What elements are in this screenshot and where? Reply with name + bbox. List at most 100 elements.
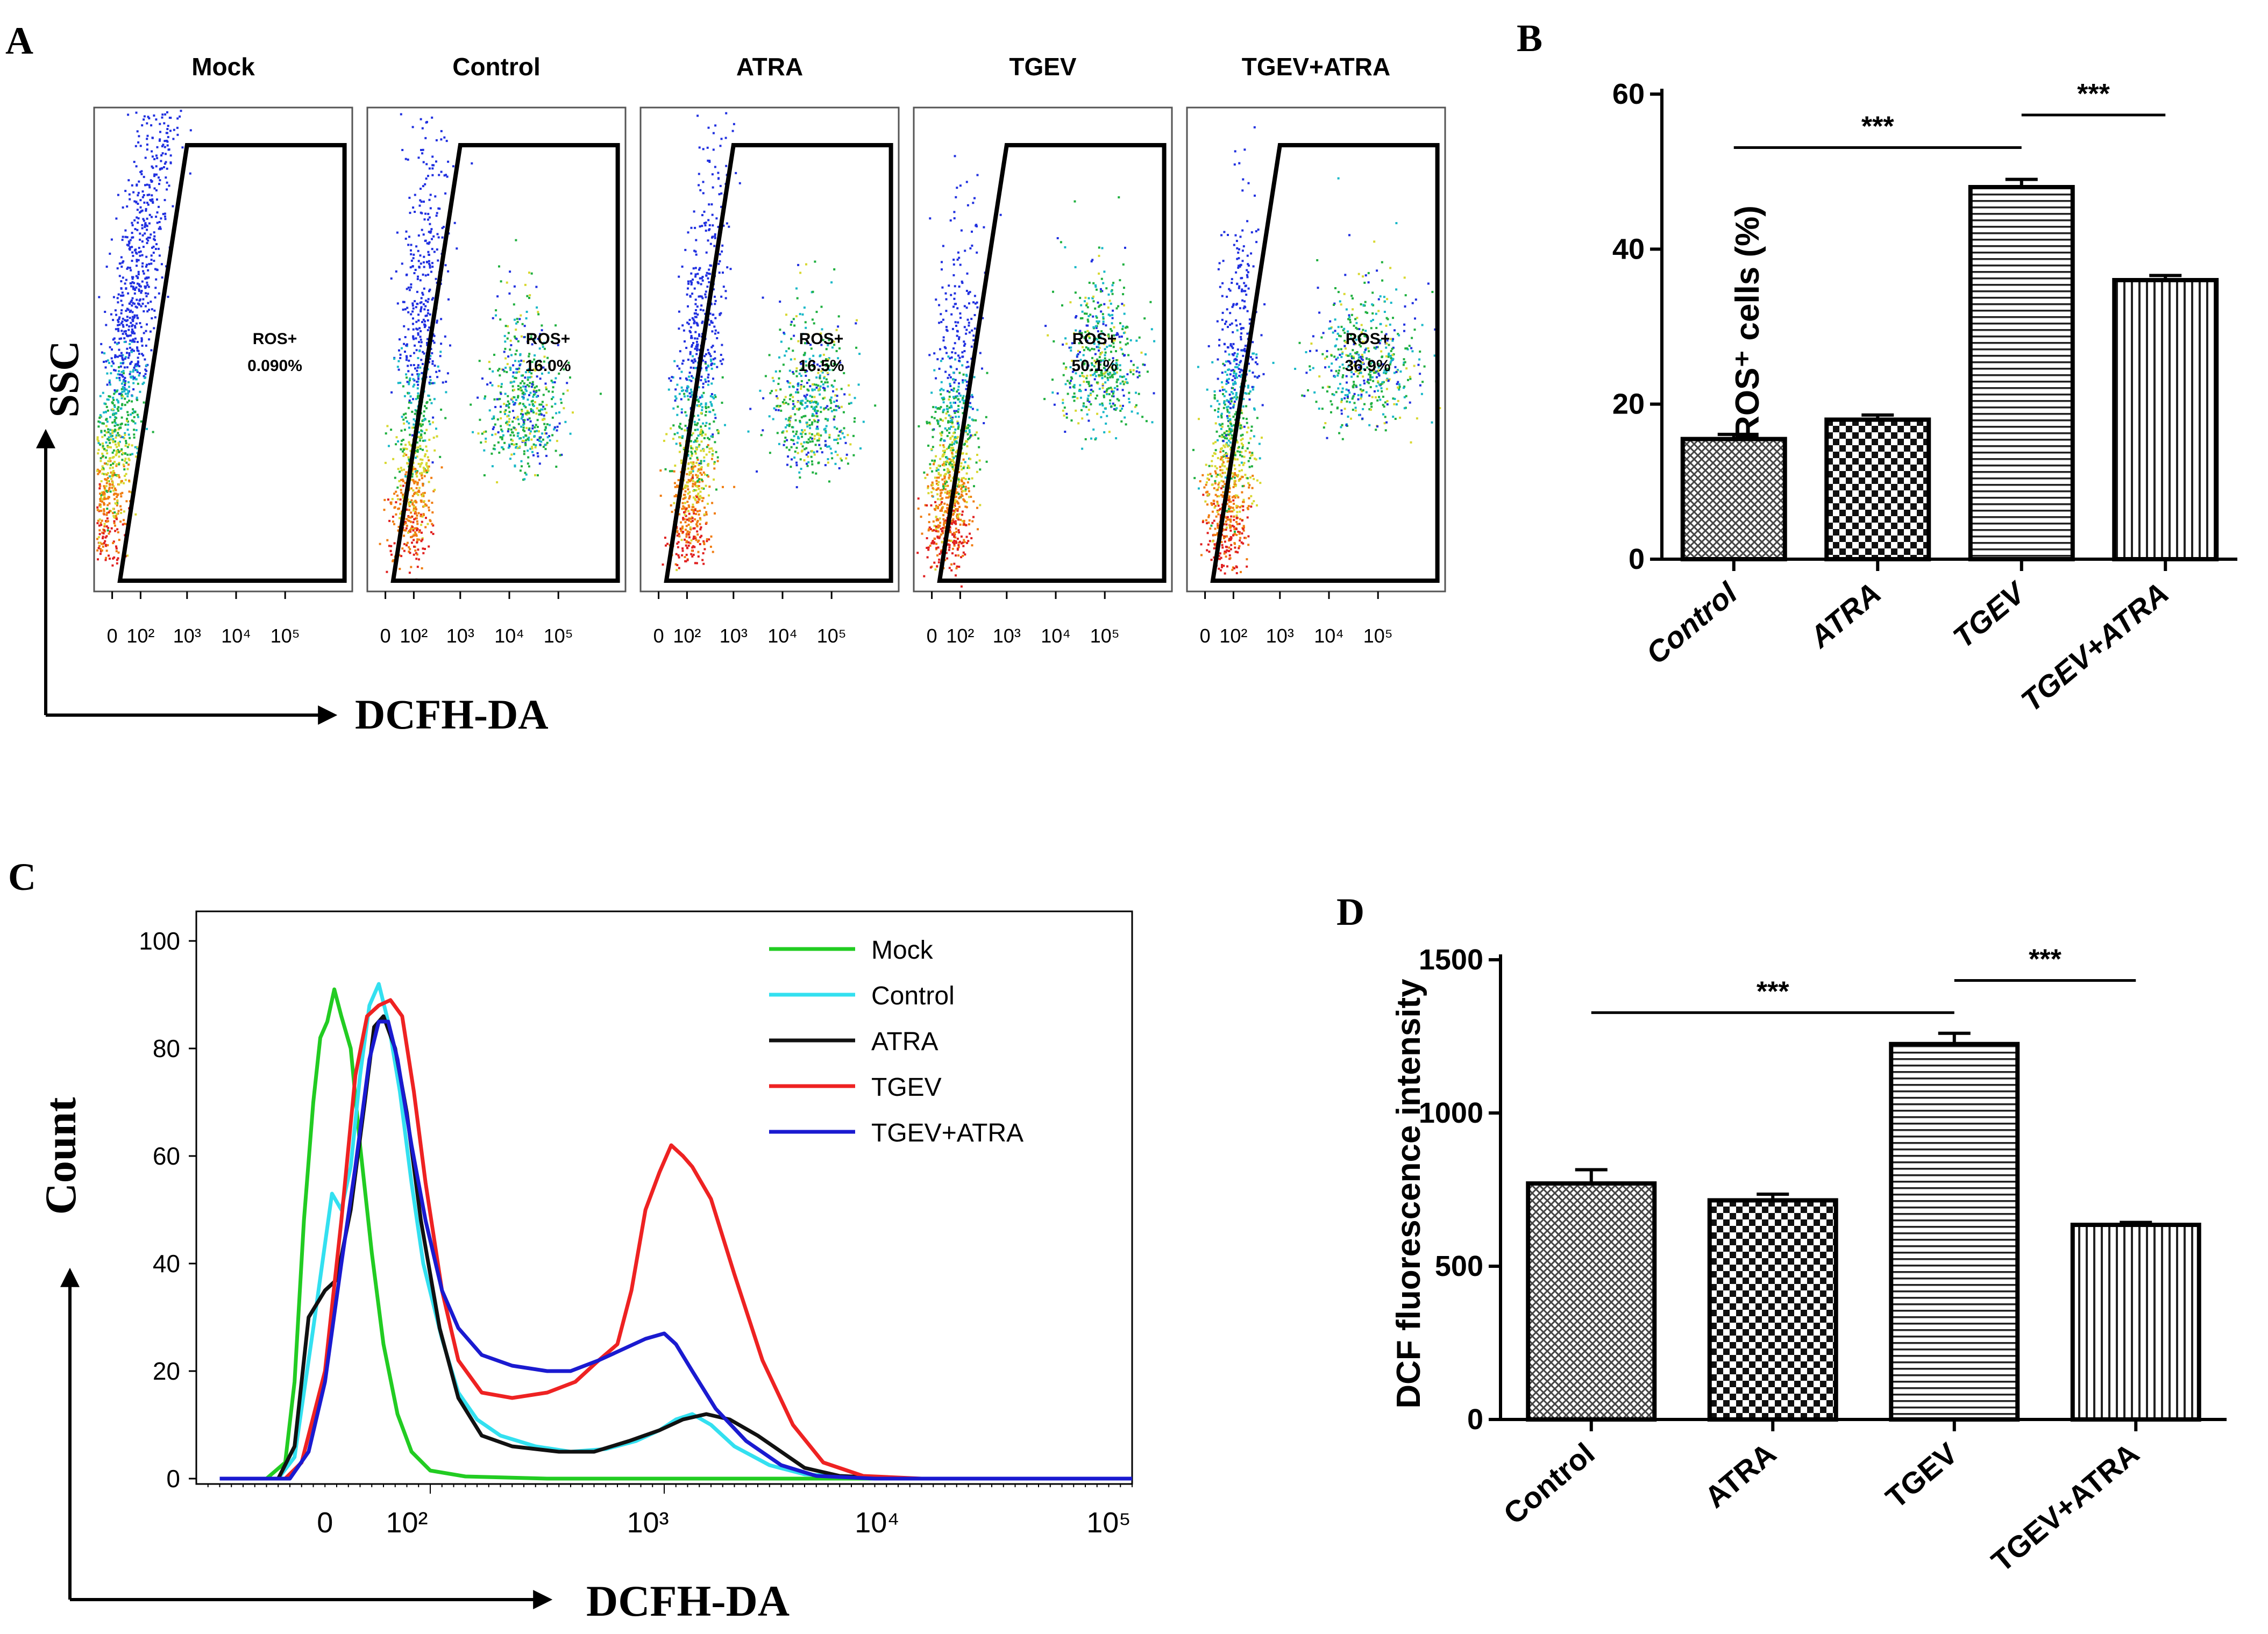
flow-dot (788, 398, 791, 401)
flow-dot (1135, 370, 1138, 373)
flow-dot (145, 344, 147, 347)
flow-dot (163, 146, 166, 148)
flow-dot (801, 431, 804, 433)
flow-dot (525, 439, 528, 441)
flow-dot (118, 318, 120, 320)
flow-dot (123, 372, 125, 375)
flow-dot (132, 378, 135, 381)
flow-dot (98, 529, 101, 532)
flow-dot (435, 160, 437, 163)
flow-dot (129, 437, 131, 439)
flow-dot (118, 539, 120, 541)
flow-dot (841, 459, 843, 462)
flow-dot (816, 402, 819, 405)
flow-dot (828, 433, 831, 436)
flow-dot (413, 383, 416, 386)
flow-dot (137, 194, 139, 197)
flow-dot (778, 443, 780, 445)
flow-dot (797, 263, 800, 266)
flow-dot (103, 529, 105, 532)
flow-dot (98, 471, 101, 474)
flow-dot (687, 305, 689, 308)
flow-dot (956, 334, 958, 337)
flow-dot (145, 295, 148, 297)
flow-dot (134, 326, 137, 329)
flow-dot (136, 341, 139, 343)
flow-dot (816, 415, 819, 418)
flow-dot (931, 530, 934, 532)
flow-dot (713, 245, 716, 247)
flow-dot (109, 530, 111, 533)
flow-dot (424, 137, 427, 139)
flow-dot (122, 325, 125, 328)
flow-dot (524, 376, 527, 379)
flow-dot (702, 422, 705, 425)
flow-dot (529, 294, 531, 297)
flow-dot (710, 458, 713, 460)
flow-dot (533, 358, 536, 361)
flow-dot (1104, 341, 1106, 344)
flow-dot (415, 487, 418, 489)
flow-dot (417, 319, 420, 322)
flow-dot (105, 556, 108, 559)
flow-dot (970, 496, 972, 498)
flow-dot (153, 327, 155, 330)
flow-dot (144, 287, 147, 289)
flow-dot (790, 323, 792, 326)
flow-dot (115, 412, 118, 415)
flow-dot (97, 473, 99, 475)
flow-dot (788, 420, 791, 423)
flow-dot (940, 439, 942, 441)
flow-dot (1106, 376, 1109, 379)
flow-dot (959, 317, 962, 319)
flow-dot (1073, 396, 1076, 398)
flow-dot (957, 544, 960, 546)
flow-dot (522, 440, 525, 443)
flow-dot (143, 332, 145, 334)
flow-dot (131, 277, 134, 280)
flow-dot (962, 379, 964, 382)
flow-dot (697, 414, 700, 417)
flow-dot (400, 113, 402, 116)
flow-dot (935, 547, 938, 550)
flow-dot (699, 490, 702, 493)
flow-dot (969, 291, 971, 294)
flow-dot (795, 391, 797, 394)
flow-dot (931, 541, 934, 544)
flow-dot (422, 261, 425, 263)
flow-dot (970, 358, 973, 360)
flow-dot (799, 272, 802, 274)
flow-dot (427, 218, 429, 221)
flow-dot (423, 513, 425, 516)
flow-dot (511, 439, 514, 442)
flow-dot (137, 416, 139, 418)
flow-dot (935, 548, 937, 551)
flow-dot (958, 497, 961, 500)
flow-dot (687, 504, 690, 507)
flow-dot (402, 494, 404, 496)
flow-dot (127, 390, 130, 393)
flow-dot (106, 452, 109, 455)
flow-dot (130, 491, 132, 494)
flow-dot (843, 436, 845, 439)
flow-dot (517, 418, 520, 420)
flow-dot (506, 423, 509, 426)
flow-dot (127, 381, 130, 383)
flow-dot (431, 362, 434, 365)
flow-dot (127, 423, 130, 426)
flow-dot (820, 361, 823, 363)
flow-dot (959, 312, 962, 315)
flow-dot (720, 354, 722, 356)
flow-dot (422, 303, 425, 305)
flow-dot (923, 471, 926, 474)
flow-dot (414, 269, 417, 271)
flow-dot (707, 219, 710, 222)
flow-dot (936, 482, 938, 485)
flow-dot (118, 462, 120, 464)
flow-dot (491, 465, 494, 468)
flow-dot (114, 309, 117, 312)
flow-dot (102, 545, 104, 548)
flow-dot (552, 396, 554, 398)
flow-dot (120, 374, 123, 377)
flow-dot (109, 395, 111, 398)
